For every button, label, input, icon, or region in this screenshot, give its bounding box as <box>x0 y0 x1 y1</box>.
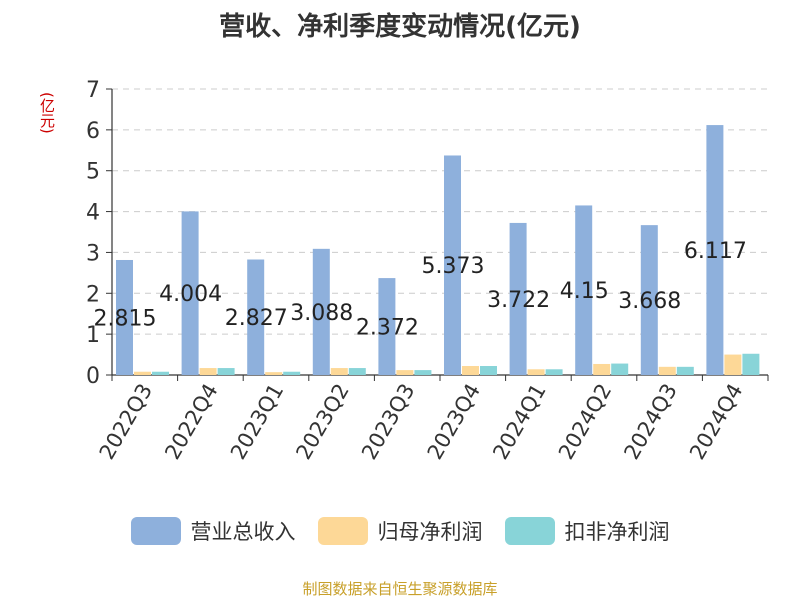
bar-deducted-profit <box>480 366 497 375</box>
legend-swatch-revenue <box>130 517 181 545</box>
data-label-revenue: 6.117 <box>684 239 747 264</box>
bar-net-profit <box>593 363 611 375</box>
x-tick-label: 2023Q3 <box>357 380 419 464</box>
legend-label-net-profit: 归母净利润 <box>377 520 483 544</box>
x-tick-label: 2024Q4 <box>685 380 747 464</box>
data-label-revenue: 3.088 <box>290 301 353 326</box>
bar-net-profit <box>462 366 479 375</box>
bar-net-profit <box>396 370 414 375</box>
x-tick-label: 2023Q1 <box>226 380 288 464</box>
bar-revenue <box>575 205 593 375</box>
bar-net-profit <box>724 354 742 375</box>
data-label-revenue: 5.373 <box>422 254 485 279</box>
bar-revenue <box>181 211 199 375</box>
y-tick-label: 4 <box>86 201 100 226</box>
x-tick-label: 2024Q3 <box>619 380 681 464</box>
bar-revenue <box>378 278 396 375</box>
x-tick-label: 2022Q3 <box>95 380 157 464</box>
data-label-revenue: 4.004 <box>159 282 222 307</box>
data-label-revenue: 3.668 <box>618 289 681 314</box>
x-tick-label: 2023Q4 <box>423 380 485 464</box>
x-tick-label: 2024Q2 <box>554 380 616 464</box>
bar-net-profit <box>265 372 283 375</box>
bar-net-profit <box>658 366 676 375</box>
bar-deducted-profit <box>152 371 169 375</box>
bar-revenue <box>640 225 658 375</box>
legend: 营业总收入 归母净利润 扣非净利润 <box>0 516 800 546</box>
y-tick-label: 7 <box>86 78 100 103</box>
x-tick-label: 2023Q2 <box>291 380 353 464</box>
y-tick-label: 1 <box>86 323 100 348</box>
y-tick-label: 2 <box>86 282 100 307</box>
legend-label-revenue: 营业总收入 <box>190 520 296 544</box>
bar-deducted-profit <box>545 369 563 375</box>
data-label-revenue: 2.827 <box>225 306 288 331</box>
bar-net-profit <box>527 369 545 375</box>
bar-deducted-profit <box>611 363 629 375</box>
y-tick-label: 5 <box>86 160 100 185</box>
data-source-note: 制图数据来自恒生聚源数据库 <box>302 580 498 598</box>
bar-deducted-profit <box>414 370 432 375</box>
y-tick-label: 0 <box>86 364 100 389</box>
legend-item-deducted-profit[interactable]: 扣非净利润 <box>504 516 670 546</box>
bar-net-profit <box>199 368 217 375</box>
y-tick-label: 3 <box>86 241 100 266</box>
bar-revenue <box>444 155 461 375</box>
legend-item-revenue[interactable]: 营业总收入 <box>130 516 296 546</box>
legend-swatch-net-profit <box>317 517 368 545</box>
bar-deducted-profit <box>742 353 760 375</box>
legend-item-net-profit[interactable]: 归母净利润 <box>317 516 483 546</box>
bar-revenue <box>116 259 133 375</box>
bar-revenue <box>706 125 724 375</box>
bar-revenue <box>247 259 265 375</box>
bar-revenue <box>509 222 527 375</box>
y-axis-unit-label: (亿元) <box>38 92 56 134</box>
y-tick-label: 6 <box>86 119 100 144</box>
data-label-revenue: 2.372 <box>356 316 419 341</box>
legend-swatch-deducted-profit <box>504 517 555 545</box>
bar-revenue <box>312 248 330 375</box>
legend-label-deducted-profit: 扣非净利润 <box>564 520 670 544</box>
bar-net-profit <box>134 371 151 375</box>
data-label-revenue: 4.15 <box>560 279 609 304</box>
bar-net-profit <box>330 368 348 375</box>
x-tick-label: 2024Q1 <box>488 380 550 464</box>
data-label-revenue: 2.815 <box>94 306 157 331</box>
chart-title: 营收、净利季度变动情况(亿元) <box>219 12 581 42</box>
x-tick-label: 2022Q4 <box>160 380 222 464</box>
bar-deducted-profit <box>283 371 301 375</box>
bar-deducted-profit <box>676 366 694 375</box>
bar-deducted-profit <box>348 368 366 375</box>
bar-deducted-profit <box>217 368 235 375</box>
data-label-revenue: 3.722 <box>487 288 550 313</box>
